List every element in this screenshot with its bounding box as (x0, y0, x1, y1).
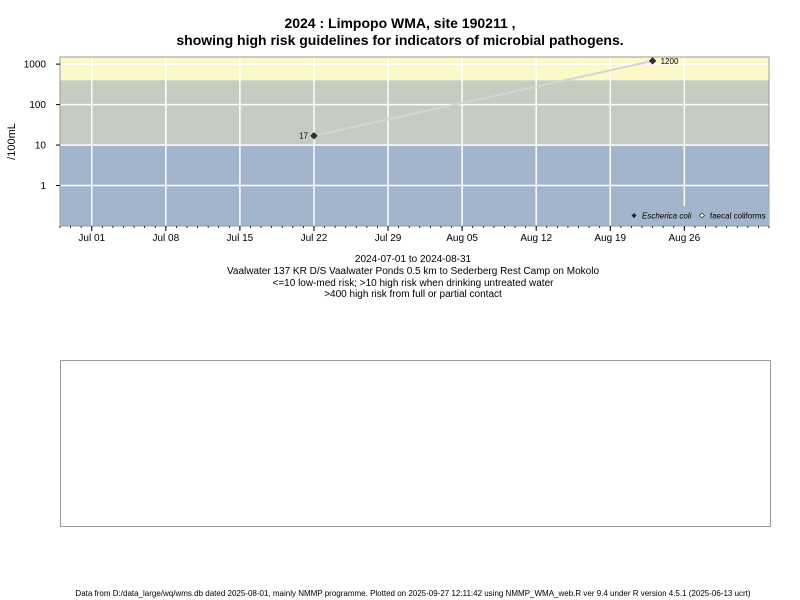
caption-site-description: Vaalwater 137 KR D/S Vaalwater Ponds 0.5… (226, 266, 600, 277)
legend-marker-faecal-coliforms (699, 212, 705, 219)
x-tick-label-5: Aug 05 (446, 233, 478, 244)
x-tick-label-8: Aug 26 (668, 233, 700, 244)
legend-label-faecal-coliforms: faecal coliforms (710, 212, 766, 221)
y-tick-label-3: 1000 (24, 60, 47, 71)
data-label-0: 17 (299, 132, 308, 141)
data-label-1: 1200 (661, 57, 679, 66)
chart-title-line2: showing high risk guidelines for indicat… (176, 32, 624, 48)
caption-risk-note-1: <=10 low-med risk; >10 high risk when dr… (272, 278, 554, 289)
x-tick-label-3: Jul 22 (301, 233, 328, 244)
x-tick-label-7: Aug 19 (594, 233, 626, 244)
y-tick-label-1: 10 (35, 141, 47, 152)
data-point-0 (310, 132, 318, 140)
plot-border (59, 56, 770, 227)
x-tick-label-6: Aug 12 (520, 233, 552, 244)
empty-chart-panel (60, 360, 771, 527)
series-line-escherica-coli (313, 59, 653, 137)
y-axis-label: /100mL (6, 123, 18, 160)
legend-box (628, 206, 769, 225)
legend-label-escherica-coli: Escherica coli (642, 212, 692, 221)
x-tick-label-2: Jul 15 (227, 233, 254, 244)
legend-marker-escherica-coli (631, 213, 637, 218)
footer-note: Data from D:/data_large/wq/wms.db dated … (75, 589, 751, 598)
data-point-1 (648, 57, 657, 65)
x-tick-label-4: Jul 29 (375, 233, 402, 244)
y-tick-label-2: 100 (29, 100, 46, 111)
caption-risk-note-2: >400 high risk from full or partial cont… (324, 289, 502, 300)
y-tick-label-0: 1 (40, 181, 46, 192)
caption-date-range: 2024-07-01 to 2024-08-31 (354, 254, 472, 265)
x-tick-label-1: Jul 08 (152, 233, 179, 244)
chart-title-line1: 2024 : Limpopo WMA, site 190211 , (284, 15, 516, 31)
x-tick-label-0: Jul 01 (78, 233, 105, 244)
